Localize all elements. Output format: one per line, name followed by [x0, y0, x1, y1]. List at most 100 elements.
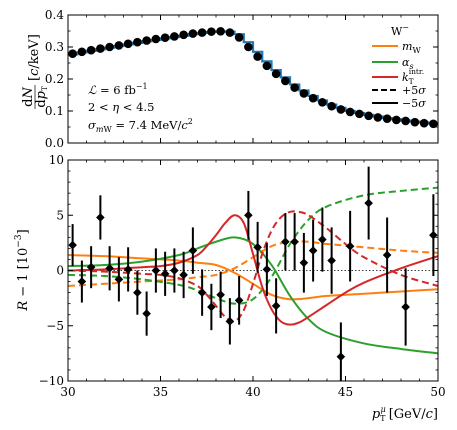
data-point — [318, 235, 327, 244]
top-data-point — [234, 33, 244, 42]
top-data-point — [253, 52, 262, 61]
top-data-point — [419, 118, 429, 128]
alphas-plus5sigma-line — [67, 186, 439, 305]
data-point — [299, 258, 309, 268]
top-data-point — [170, 32, 179, 41]
data-point — [207, 302, 216, 312]
top-data-point — [160, 33, 170, 43]
top-data-point — [207, 27, 216, 36]
bottom-frame — [67, 159, 439, 382]
data-point — [429, 230, 438, 240]
data-point — [216, 290, 225, 300]
top-data-point — [188, 29, 198, 38]
bottom-xtick-label: 45 — [338, 385, 353, 399]
top-data-point — [105, 42, 114, 52]
top-data-point — [271, 69, 281, 79]
top-data-point — [68, 49, 77, 59]
top-ytick-label: 0.2 — [45, 72, 64, 86]
data-point — [188, 246, 198, 255]
data-point — [364, 198, 373, 208]
bottom-ytick-label: −5 — [46, 319, 64, 333]
bottom-xtick-label: 30 — [60, 385, 75, 399]
data-point — [142, 309, 151, 318]
data-point — [234, 296, 244, 305]
legend-entry-minus5sigma: −5σ — [372, 97, 426, 110]
top-panel: 0.0 0.1 0.2 0.3 0.4 dN dpT [c/keV] ℒ = 6 fb−… — [21, 8, 439, 150]
data-point — [170, 266, 179, 275]
legend: W− mW αs kTintr. +5σ −5σ — [372, 23, 426, 110]
top-data-point — [77, 47, 87, 57]
top-data-point — [382, 114, 392, 123]
annotation-eta: 2 < η < 4.5 — [88, 100, 154, 114]
data-point — [382, 250, 392, 260]
svg-text:dN: dN — [21, 87, 36, 107]
svg-text:[c/keV]: [c/keV] — [27, 34, 42, 81]
top-data-point — [345, 107, 355, 117]
data-point — [253, 242, 262, 252]
top-data-point — [392, 115, 401, 125]
data-point — [96, 213, 105, 222]
data-point — [336, 352, 346, 361]
bottom-ylabel: R − 1 [10−3] — [14, 229, 31, 311]
bottom-xtick-label: 40 — [245, 385, 260, 399]
bottom-panel: −10 −5 0 5 10 30 35 40 45 50 R − 1 [10−3] pTμ [GeV… — [14, 153, 446, 423]
bottom-ytick-label: −10 — [39, 374, 64, 388]
top-data-point — [429, 119, 438, 129]
top-ylabel: dN dpT [c/keV] — [21, 34, 49, 109]
top-data-point — [216, 27, 225, 36]
top-plot-data — [68, 27, 438, 129]
top-data-point — [114, 41, 124, 50]
bottom-xtick-label: 50 — [430, 385, 445, 399]
bottom-ytick-label: 10 — [49, 153, 64, 167]
top-data-point — [133, 37, 142, 47]
top-data-point — [336, 105, 346, 114]
top-frame — [67, 14, 439, 144]
annotation-luminosity: ℒ = 6 fb−1 — [88, 82, 148, 97]
top-data-point — [244, 42, 253, 52]
top-data-point — [410, 117, 420, 127]
data-point — [401, 302, 410, 312]
legend-entry-alphas: αs — [372, 56, 414, 71]
data-point — [244, 210, 253, 220]
data-point — [114, 275, 124, 284]
data-point — [197, 288, 207, 297]
top-data-point — [179, 30, 188, 40]
top-data-point — [373, 113, 383, 122]
bottom-ytick-label: 5 — [56, 208, 64, 222]
top-data-point — [308, 93, 318, 103]
top-data-point — [225, 28, 235, 37]
top-data-point — [142, 36, 151, 45]
svg-text:dpT: dpT — [34, 86, 49, 108]
top-data-point — [151, 34, 161, 44]
data-point — [123, 265, 133, 274]
data-point — [290, 237, 299, 247]
top-data-point — [299, 89, 309, 98]
top-data-point — [123, 39, 133, 49]
bottom-plot-data — [67, 166, 439, 381]
svg-text:−5σ: −5σ — [402, 97, 426, 110]
data-point — [133, 288, 142, 297]
svg-text:αs: αs — [402, 56, 414, 71]
alphas-minus5sigma-line — [67, 236, 439, 355]
top-data-point — [364, 111, 373, 121]
top-data-point — [86, 45, 96, 55]
data-point — [225, 317, 235, 326]
bottom-xlabel: pTμ [GeV/c] — [372, 405, 438, 423]
svg-text:+5σ: +5σ — [402, 84, 426, 97]
top-data-point — [327, 101, 336, 111]
data-point — [77, 277, 87, 286]
data-point — [262, 265, 272, 274]
top-data-point — [197, 28, 207, 37]
data-point — [281, 237, 290, 247]
data-point — [105, 263, 114, 273]
data-point — [308, 246, 318, 255]
top-data-point — [96, 44, 105, 53]
top-data-point — [290, 83, 299, 92]
top-ytick-label: 0.0 — [45, 136, 64, 150]
data-point — [345, 241, 355, 251]
top-step-line — [68, 30, 438, 125]
data-point — [151, 266, 161, 275]
top-data-point — [355, 109, 364, 119]
legend-entry-plus5sigma: +5σ — [372, 84, 426, 97]
